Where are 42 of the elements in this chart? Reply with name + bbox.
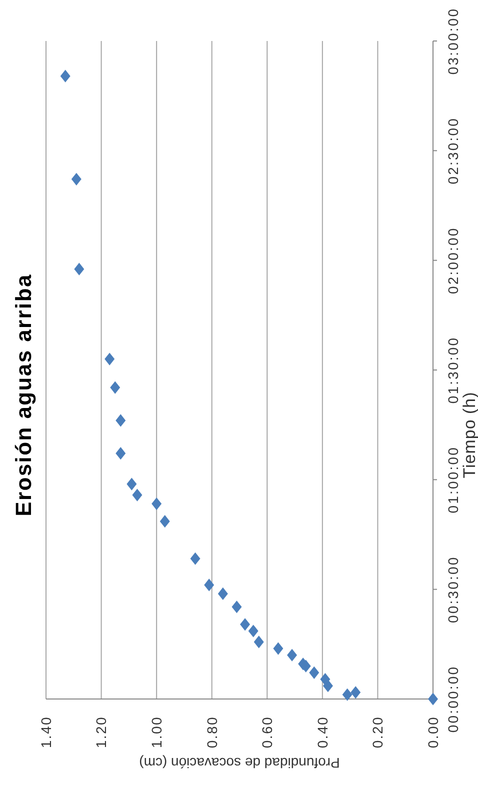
y-tick-label: 02:00:00: [445, 226, 461, 294]
point: [428, 692, 438, 706]
point: [309, 666, 320, 679]
x-tick-label: 0.40: [314, 716, 330, 748]
point: [116, 414, 126, 427]
x-tick-label: 1.00: [148, 716, 164, 748]
point: [190, 552, 200, 565]
point: [350, 686, 361, 699]
y-tick-label: 01:00:00: [445, 446, 461, 514]
point: [232, 600, 242, 614]
point: [126, 478, 137, 490]
x-tick-label: 0.80: [204, 716, 220, 748]
point: [152, 497, 162, 510]
x-axis-title: Profundidad de socavación (cm): [139, 755, 340, 771]
point: [218, 587, 228, 600]
x-tick-label: 0.20: [370, 716, 386, 748]
y-tick-label: 00:30:00: [445, 556, 461, 623]
point: [254, 636, 264, 648]
y-tick-label: 01:30:00: [445, 336, 461, 404]
point: [342, 688, 352, 701]
point: [240, 618, 250, 631]
point: [74, 262, 84, 276]
y-tick-label: 02:30:00: [445, 117, 461, 184]
point: [273, 642, 284, 655]
point: [160, 515, 170, 528]
point: [132, 488, 142, 502]
x-tick-label: 1.40: [38, 716, 54, 748]
point: [60, 70, 70, 82]
point: [71, 172, 82, 186]
x-tick-label: 0.00: [424, 716, 441, 748]
point: [320, 672, 330, 686]
x-tick-label: 0.60: [259, 716, 276, 748]
point: [104, 352, 115, 366]
point: [204, 578, 214, 592]
point: [110, 381, 120, 394]
text: Erosión aguas arriba: [11, 274, 36, 516]
y-tick-label: 03:00:00: [445, 7, 461, 75]
point: [248, 624, 258, 638]
point: [116, 447, 126, 460]
y-tick-label: 00:00:00: [445, 665, 461, 733]
x-tick-label: 1.20: [93, 716, 110, 748]
point: [287, 648, 298, 662]
